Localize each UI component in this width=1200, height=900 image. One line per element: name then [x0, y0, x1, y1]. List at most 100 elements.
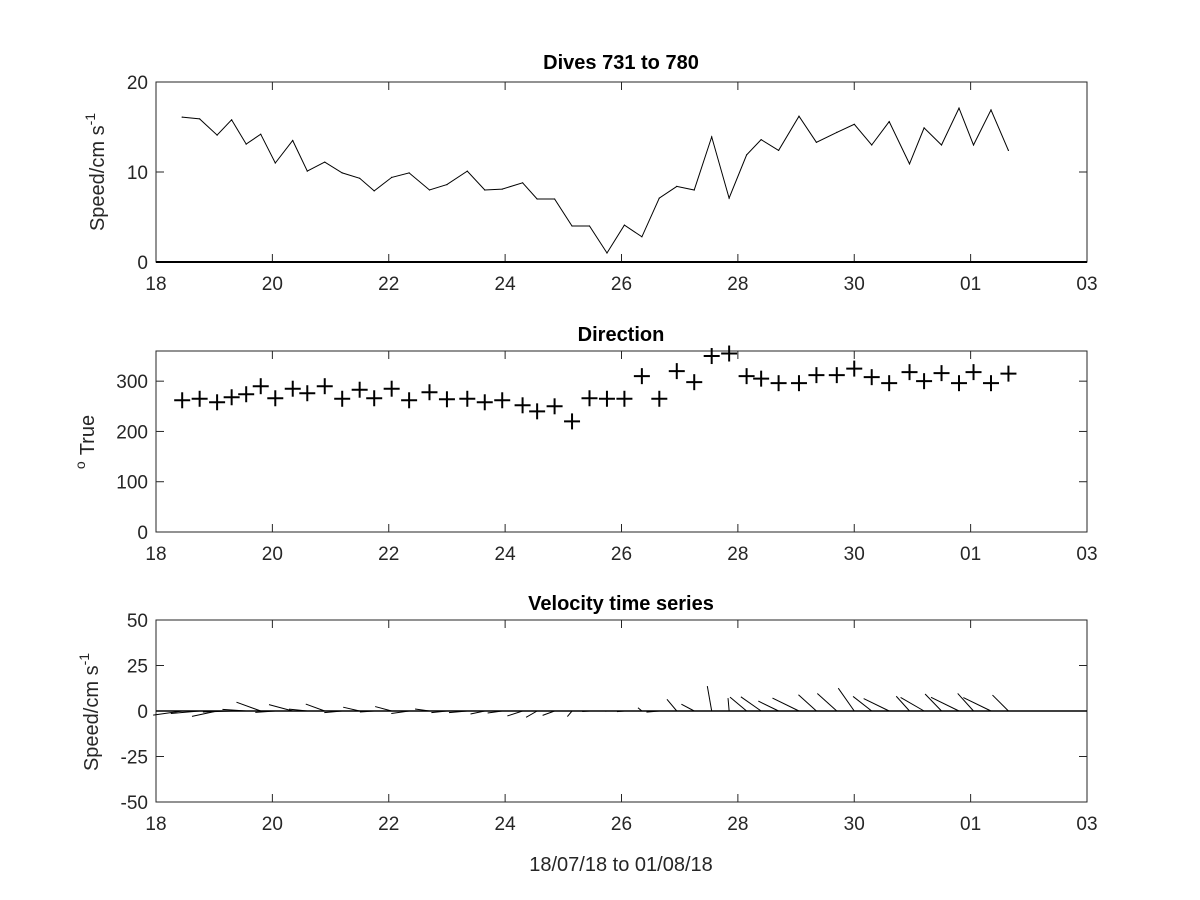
- speed-data-point: [676, 185, 678, 187]
- speed-data-point: [940, 144, 943, 146]
- direction-marker: [284, 380, 301, 397]
- velocity-x-tick-label: 24: [495, 814, 517, 835]
- direction-marker: [252, 378, 269, 395]
- speed-data-point: [260, 133, 262, 135]
- velocity-stick: [863, 698, 890, 712]
- velocity-stick: [566, 710, 573, 717]
- direction-marker: [753, 370, 770, 387]
- velocity-x-tick-label: 18: [145, 814, 166, 835]
- direction-x-tick-label: 01: [960, 544, 981, 565]
- speed-x-tick-label: 03: [1076, 274, 1097, 295]
- speed-y-tick-label: 10: [127, 163, 148, 184]
- direction-y-tick-label: 200: [116, 422, 148, 443]
- velocity-stick: [448, 710, 468, 714]
- speed-x-tick-label: 24: [495, 274, 517, 295]
- velocity-stick: [900, 697, 925, 712]
- velocity-stick: [666, 698, 678, 712]
- speed-data-point: [181, 116, 183, 118]
- speed-data-point: [778, 149, 780, 151]
- direction-marker: [351, 381, 368, 398]
- speed-data-point: [391, 176, 393, 178]
- direction-marker: [901, 364, 918, 381]
- velocity-stick: [616, 710, 625, 713]
- direction-marker: [770, 375, 787, 392]
- direction-marker: [598, 390, 615, 407]
- velocity-y-tick-label: 50: [127, 611, 148, 632]
- velocity-y-tick-label: 0: [137, 702, 148, 723]
- speed-plot: Dives 731 to 780 Speed/cm s-1 18 20 22 24 26…: [82, 52, 1098, 295]
- direction-marker: [459, 390, 476, 407]
- direction-marker: [334, 390, 351, 407]
- direction-plot-ylabel: o True: [72, 415, 99, 469]
- velocity-stick: [758, 700, 779, 712]
- velocity-x-tick-label: 01: [960, 814, 981, 835]
- velocity-stick: [772, 697, 800, 712]
- speed-data-point: [484, 189, 486, 191]
- direction-marker: [529, 403, 546, 420]
- velocity-plot-ylabel-text: Speed/cm s: [81, 665, 103, 771]
- velocity-stick: [895, 695, 910, 712]
- direction-marker: [366, 390, 383, 407]
- velocity-stick: [470, 710, 485, 715]
- direction-marker: [514, 397, 531, 414]
- speed-data-point: [641, 236, 643, 238]
- direction-x-tick-label: 24: [495, 544, 517, 565]
- direction-marker: [965, 364, 982, 381]
- speed-data-point: [908, 163, 911, 165]
- speed-plot-ylabel-sup: -1: [82, 113, 98, 126]
- speed-data-point: [853, 123, 855, 125]
- speed-data-point: [658, 197, 660, 199]
- velocity-stick: [798, 694, 817, 712]
- direction-marker: [316, 378, 333, 395]
- speed-x-tick-label: 20: [262, 274, 283, 295]
- speed-data-point: [553, 198, 556, 200]
- speed-data-point: [446, 184, 448, 186]
- speed-data-point: [888, 121, 890, 123]
- speed-data-point: [606, 252, 608, 254]
- velocity-stick: [255, 710, 276, 713]
- velocity-y-tick-label: -25: [121, 748, 148, 769]
- direction-x-tick-label: 26: [611, 544, 632, 565]
- velocity-stick: [359, 710, 375, 713]
- velocity-stick: [288, 708, 308, 712]
- speed-x-tick-label: 22: [378, 274, 399, 295]
- direction-x-tick-label: 18: [145, 544, 166, 565]
- velocity-x-tick-label: 28: [727, 814, 748, 835]
- velocity-stick: [930, 696, 960, 712]
- velocity-stick: [637, 707, 643, 712]
- direction-marker: [421, 384, 438, 401]
- velocity-plot-ylabel: Speed/cm s-1: [76, 653, 103, 771]
- velocity-x-tick-label: 26: [611, 814, 632, 835]
- direction-marker: [438, 391, 455, 408]
- velocity-stick: [706, 685, 713, 712]
- speed-data-point: [245, 143, 247, 145]
- direction-marker: [703, 348, 720, 365]
- velocity-x-tick-label: 22: [378, 814, 399, 835]
- speed-plot-ylabel-text: Speed/cm s: [87, 125, 109, 231]
- speed-data-point: [1007, 149, 1010, 151]
- speed-data-point: [231, 119, 233, 121]
- speed-data-point: [836, 131, 838, 133]
- speed-data-point: [536, 198, 538, 200]
- direction-x-tick-label: 20: [262, 544, 283, 565]
- speed-y-tick-label: 0: [137, 253, 148, 274]
- direction-marker: [299, 385, 316, 402]
- velocity-stick: [222, 708, 247, 712]
- speed-data-point: [746, 154, 748, 156]
- direction-marker: [401, 392, 418, 409]
- speed-data-point: [728, 197, 730, 199]
- direction-marker: [564, 413, 581, 430]
- speed-data-point: [623, 224, 626, 226]
- direction-x-tick-label: 03: [1076, 544, 1097, 565]
- velocity-x-tick-label: 30: [844, 814, 865, 835]
- speed-data-point: [341, 172, 343, 174]
- direction-marker: [738, 368, 755, 385]
- direction-marker: [881, 375, 898, 392]
- speed-x-tick-label: 30: [844, 274, 865, 295]
- direction-marker: [174, 392, 191, 409]
- speed-plot-title: Dives 731 to 780: [543, 52, 699, 74]
- direction-marker: [863, 369, 880, 386]
- direction-marker: [191, 390, 208, 407]
- direction-plot-ylabel-text: True: [77, 415, 99, 455]
